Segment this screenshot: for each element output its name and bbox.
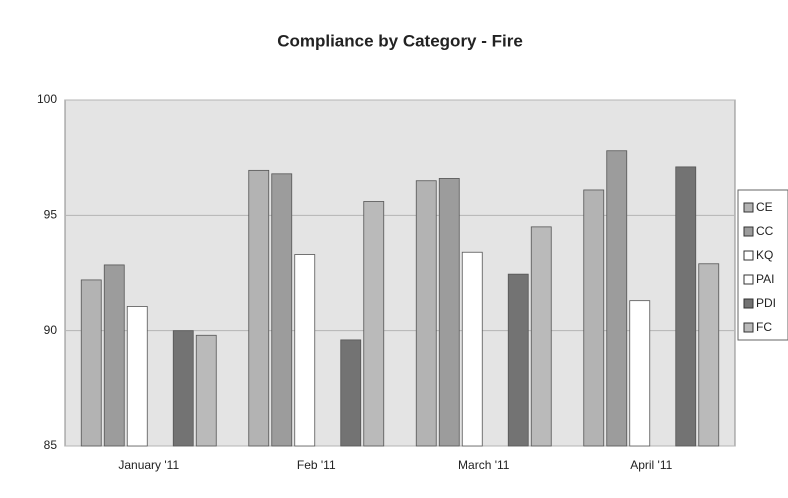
x-tick-label: January '11 xyxy=(118,458,179,472)
bar xyxy=(415,180,437,447)
bar xyxy=(271,173,293,447)
bar xyxy=(438,178,460,447)
bar xyxy=(126,306,148,447)
legend-label: FC xyxy=(756,320,772,334)
bar xyxy=(698,263,720,447)
legend-label: PDI xyxy=(756,296,776,310)
legend-swatch xyxy=(743,226,754,237)
bar xyxy=(461,251,483,447)
y-tick-label: 85 xyxy=(44,438,58,452)
legend-label: CC xyxy=(756,224,774,238)
legend-box xyxy=(737,189,788,341)
bar xyxy=(248,169,270,447)
x-tick-label: Feb '11 xyxy=(297,458,336,472)
bar xyxy=(530,226,552,447)
y-tick-label: 90 xyxy=(44,323,58,337)
bar xyxy=(195,334,217,447)
legend-label: KQ xyxy=(756,248,773,262)
bar xyxy=(172,330,194,447)
y-tick-label: 100 xyxy=(37,92,57,106)
bar xyxy=(583,189,605,447)
bar xyxy=(103,264,125,447)
bar xyxy=(629,300,651,447)
legend-swatch xyxy=(743,250,754,261)
legend-swatch xyxy=(743,298,754,309)
legend-swatch xyxy=(743,274,754,285)
chart-title: Compliance by Category - Fire xyxy=(277,31,523,50)
legend-swatch xyxy=(743,202,754,213)
bar xyxy=(80,279,102,447)
legend-label: CE xyxy=(756,200,773,214)
legend-swatch xyxy=(743,322,754,333)
bar xyxy=(606,150,628,447)
bar xyxy=(363,201,385,447)
x-tick-label: March '11 xyxy=(458,458,510,472)
bar xyxy=(507,273,529,447)
bar xyxy=(294,254,316,447)
bar xyxy=(340,339,362,447)
y-tick-label: 95 xyxy=(44,208,58,222)
x-tick-label: April '11 xyxy=(630,458,672,472)
bar xyxy=(675,166,697,447)
legend-label: PAI xyxy=(756,272,774,286)
